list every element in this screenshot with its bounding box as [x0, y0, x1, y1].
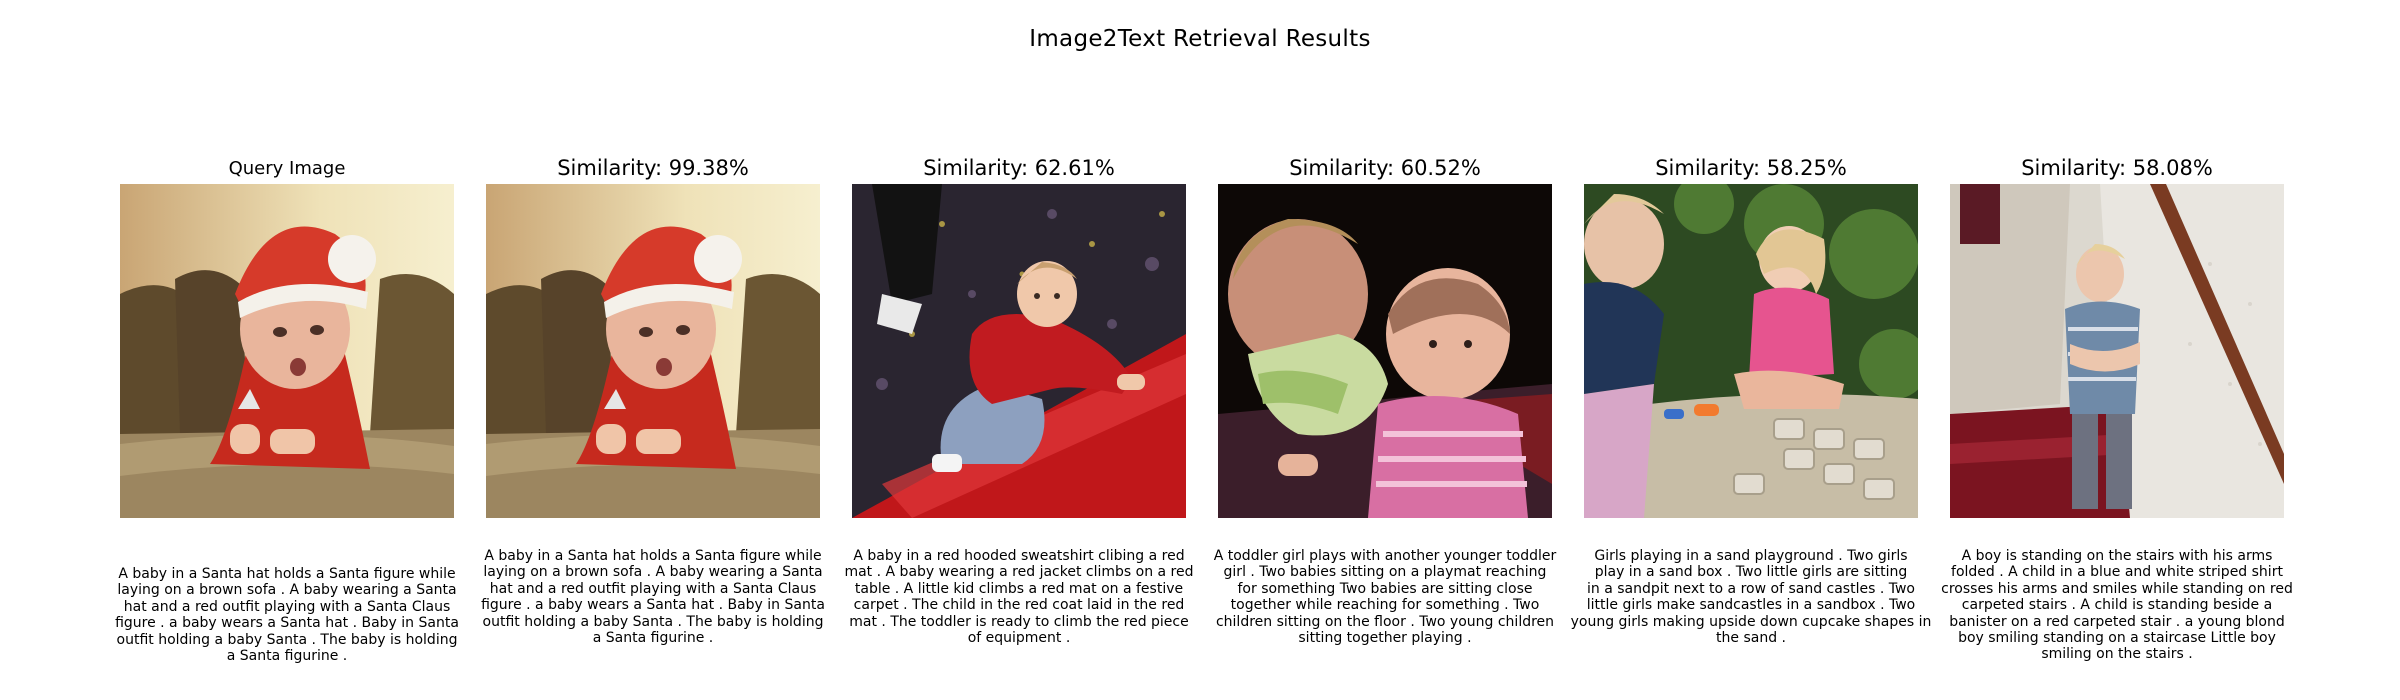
- baby-santa-picture: [120, 184, 454, 518]
- caption-line: mat . The toddler is ready to climb the …: [849, 613, 1189, 630]
- similarity-label: Similarity: 60.52%: [1289, 156, 1481, 180]
- similarity-label: Similarity: 62.61%: [923, 156, 1115, 180]
- result-caption: Girls playing in a sand playground . Two…: [1564, 548, 1938, 646]
- caption-line: A baby in a Santa hat holds a Santa figu…: [118, 566, 456, 582]
- caption-line: A boy is standing on the stairs with his…: [1961, 548, 2273, 564]
- caption-line: A toddler girl plays with another younge…: [1213, 548, 1557, 564]
- two-babies-picture: [1218, 184, 1552, 518]
- figure-title: Image2Text Retrieval Results: [1029, 26, 1371, 52]
- caption-line: children sitting on the floor . Two youn…: [1215, 613, 1555, 630]
- caption-line: laying on a brown sofa . A baby wearing …: [117, 582, 457, 599]
- caption-line: A baby in a Santa hat holds a Santa figu…: [484, 548, 822, 564]
- result-image: [1950, 184, 2284, 518]
- girls-sandbox-picture: [1584, 184, 1918, 518]
- caption-line: mat . A baby wearing a red jacket climbs…: [844, 564, 1194, 581]
- query-panel: Query Image A b: [115, 0, 459, 700]
- caption-line: figure . a baby wears a Santa hat . Baby…: [481, 597, 825, 614]
- result-panel-2: Similarity: 62.61% A b: [844, 0, 1193, 700]
- caption-line: girl . Two babies sitting on a playmat r…: [1223, 564, 1547, 581]
- caption-line: outfit holding a baby Santa . The baby i…: [116, 631, 458, 648]
- similarity-label: Similarity: 58.25%: [1655, 156, 1847, 180]
- caption-line: together while reaching for something . …: [1230, 597, 1540, 614]
- caption-line: boy smiling standing on a staircase Litt…: [1958, 630, 2276, 647]
- caption-line: a Santa figurine .: [226, 648, 348, 665]
- result-panel-1: Similarity: 99.38%: [481, 0, 825, 700]
- caption-line: little girls make sandcastles in a sandb…: [1586, 597, 1916, 614]
- result-panel-5: Similarity: 58.08%: [1941, 0, 2293, 700]
- result-caption: A baby in a Santa hat holds a Santa figu…: [466, 548, 840, 646]
- caption-line: figure . a baby wears a Santa hat . Baby…: [115, 615, 459, 632]
- boy-stairs-picture: [1950, 184, 2284, 518]
- result-caption: A toddler girl plays with another younge…: [1198, 548, 1572, 646]
- caption-line: outfit holding a baby Santa . The baby i…: [482, 613, 824, 630]
- result-caption: A baby in a red hooded sweatshirt clibin…: [832, 548, 1206, 646]
- caption-line: folded . A child in a blue and white str…: [1951, 564, 2283, 581]
- result-image: [852, 184, 1186, 518]
- result-image: [1584, 184, 1918, 518]
- caption-line: smiling on the stairs .: [2041, 646, 2193, 663]
- similarity-label: Similarity: 99.38%: [557, 156, 749, 180]
- query-caption: A baby in a Santa hat holds a Santa figu…: [100, 566, 474, 664]
- result-image: [486, 184, 820, 518]
- caption-line: laying on a brown sofa . A baby wearing …: [483, 564, 823, 581]
- query-image: [120, 184, 454, 518]
- caption-line: for something Two babies are sitting clo…: [1237, 580, 1533, 597]
- similarity-label: Similarity: 58.08%: [2021, 156, 2213, 180]
- caption-line: young girls making upside down cupcake s…: [1570, 613, 1932, 630]
- result-panel-4: Similarity: 58.25%: [1571, 0, 1932, 700]
- caption-line: crosses his arms and smiles while standi…: [1941, 580, 2293, 597]
- caption-line: the sand .: [1716, 630, 1786, 647]
- caption-line: banister on a red carpeted stair . a you…: [1949, 613, 2285, 630]
- caption-line: hat and a red outfit playing with a Sant…: [123, 598, 451, 615]
- baby-santa-picture: [486, 184, 820, 518]
- result-panel-3: Similarity: 60.52% A toddler girl plays …: [1214, 0, 1557, 700]
- caption-line: a Santa figurine .: [592, 630, 714, 647]
- caption-line: Girls playing in a sand playground . Two…: [1594, 548, 1908, 564]
- caption-line: A baby in a red hooded sweatshirt clibin…: [853, 548, 1185, 564]
- baby-red-mat-picture: [852, 184, 1186, 518]
- query-title: Query Image: [228, 158, 346, 179]
- caption-line: of equipment .: [967, 630, 1071, 647]
- caption-line: carpeted stairs . A child is standing be…: [1961, 597, 2273, 614]
- result-caption: A boy is standing on the stairs with his…: [1930, 548, 2304, 663]
- result-image: [1218, 184, 1552, 518]
- caption-line: play in a sand box . Two little girls ar…: [1594, 564, 1908, 581]
- caption-line: table . A little kid climbs a red mat on…: [854, 580, 1184, 597]
- caption-line: sitting together playing .: [1298, 630, 1472, 647]
- caption-line: hat and a red outfit playing with a Sant…: [489, 580, 817, 597]
- caption-line: carpet . The child in the red coat laid …: [853, 597, 1185, 614]
- caption-line: in a sandpit next to a row of sand castl…: [1587, 580, 1915, 597]
